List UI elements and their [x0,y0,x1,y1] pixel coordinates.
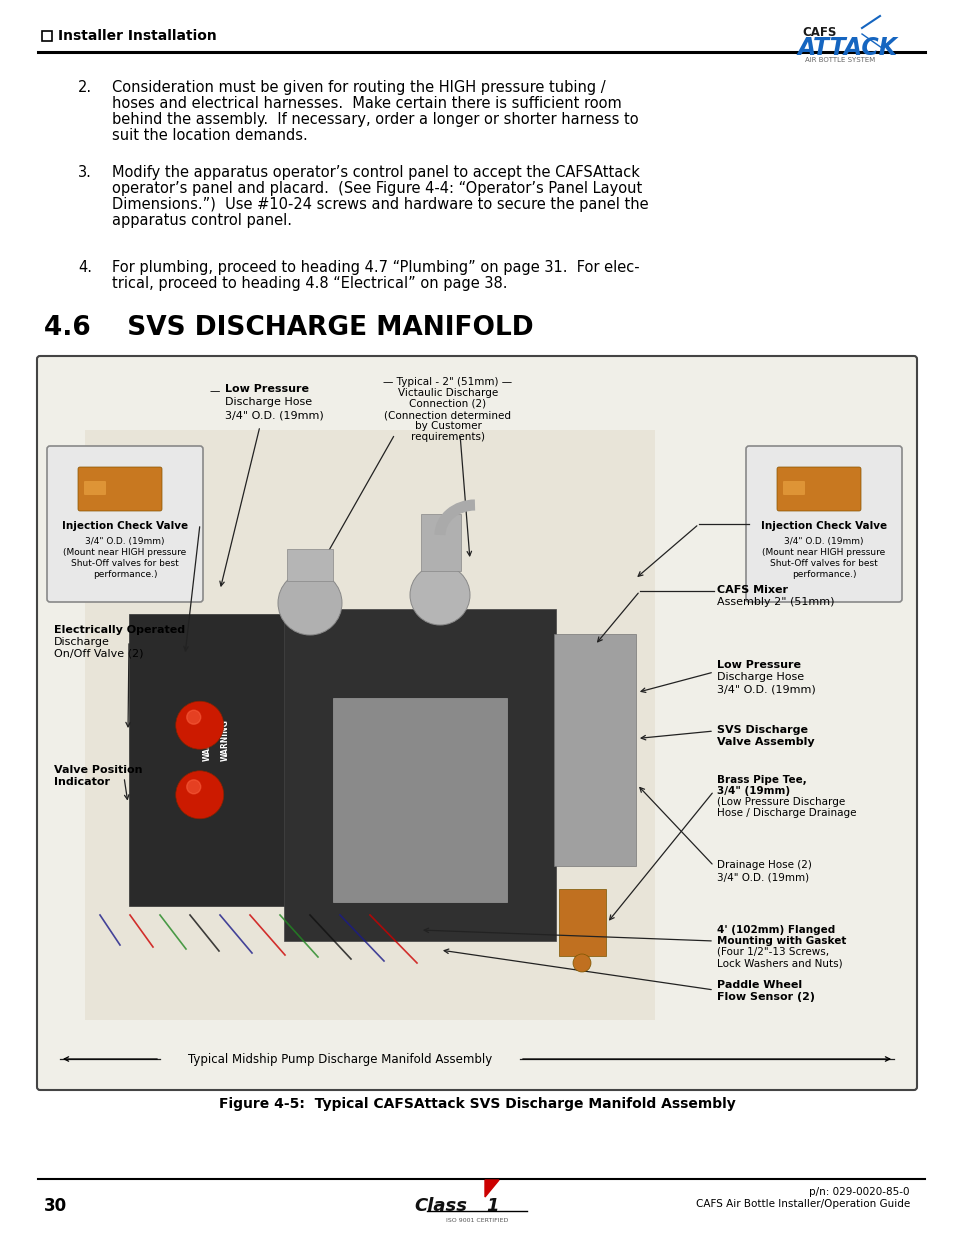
Text: 3/4" O.D. (19mm): 3/4" O.D. (19mm) [717,684,815,694]
Text: trical, proceed to heading 4.8 “Electrical” on page 38.: trical, proceed to heading 4.8 “Electric… [112,275,507,291]
Text: 3.: 3. [78,165,91,180]
Text: CAFS Mixer: CAFS Mixer [717,585,787,595]
Text: Flow Sensor (2): Flow Sensor (2) [717,992,814,1002]
FancyBboxPatch shape [776,467,861,511]
Text: Consideration must be given for routing the HIGH pressure tubing /: Consideration must be given for routing … [112,80,605,95]
Circle shape [175,701,224,750]
FancyBboxPatch shape [558,889,605,956]
Text: Drainage Hose (2): Drainage Hose (2) [717,860,811,869]
Text: Class: Class [414,1197,467,1215]
Circle shape [187,779,200,794]
FancyBboxPatch shape [42,31,52,41]
Text: Discharge: Discharge [54,637,110,647]
Circle shape [573,953,590,972]
Text: Victaulic Discharge: Victaulic Discharge [397,388,497,398]
Text: 3/4" O.D. (19mm): 3/4" O.D. (19mm) [225,410,323,420]
FancyBboxPatch shape [37,356,916,1091]
Text: 2.: 2. [78,80,92,95]
Circle shape [277,571,341,635]
Text: AIR BOTTLE SYSTEM: AIR BOTTLE SYSTEM [804,57,874,63]
Text: Injection Check Valve: Injection Check Valve [62,521,188,531]
Text: performance.): performance.) [92,571,157,579]
FancyBboxPatch shape [78,467,162,511]
Text: Indicator: Indicator [54,777,110,787]
FancyBboxPatch shape [47,446,203,601]
Text: (Connection determined: (Connection determined [384,410,511,420]
FancyBboxPatch shape [287,550,333,580]
FancyBboxPatch shape [745,446,901,601]
Text: behind the assembly.  If necessary, order a longer or shorter harness to: behind the assembly. If necessary, order… [112,112,638,127]
Text: 4' (102mm) Flanged: 4' (102mm) Flanged [717,925,835,935]
Text: 4.6    SVS DISCHARGE MANIFOLD: 4.6 SVS DISCHARGE MANIFOLD [44,315,533,341]
Text: suit the location demands.: suit the location demands. [112,128,308,143]
Text: Low Pressure: Low Pressure [717,659,801,671]
Text: Connection (2): Connection (2) [409,399,486,409]
Text: Electrically Operated: Electrically Operated [54,625,185,635]
Text: Hose / Discharge Drainage: Hose / Discharge Drainage [717,808,856,818]
Circle shape [175,771,224,819]
Text: 3/4" O.D. (19mm): 3/4" O.D. (19mm) [783,537,862,546]
Text: Assembly 2" (51mm): Assembly 2" (51mm) [717,597,834,606]
Circle shape [410,564,470,625]
Text: CAFS Air Bottle Installer/Operation Guide: CAFS Air Bottle Installer/Operation Guid… [695,1199,909,1209]
Text: (Mount near HIGH pressure: (Mount near HIGH pressure [63,548,187,557]
Text: SVS Discharge: SVS Discharge [717,725,807,735]
Text: For plumbing, proceed to heading 4.7 “Plumbing” on page 31.  For elec-: For plumbing, proceed to heading 4.7 “Pl… [112,261,639,275]
FancyBboxPatch shape [333,698,506,902]
Text: Discharge Hose: Discharge Hose [717,672,803,682]
FancyBboxPatch shape [782,480,804,495]
FancyBboxPatch shape [554,634,636,866]
Text: Brass Pipe Tee,: Brass Pipe Tee, [717,776,806,785]
Text: (Four 1/2"-13 Screws,: (Four 1/2"-13 Screws, [717,947,828,957]
Text: 1: 1 [485,1197,497,1215]
Text: Valve Assembly: Valve Assembly [717,737,814,747]
Text: Valve Position: Valve Position [54,764,142,776]
Text: Mounting with Gasket: Mounting with Gasket [717,936,845,946]
FancyBboxPatch shape [129,614,286,906]
Text: (Mount near HIGH pressure: (Mount near HIGH pressure [761,548,884,557]
Text: CAFS: CAFS [801,26,836,38]
Text: WARNING: WARNING [220,719,230,761]
Text: 4.: 4. [78,261,91,275]
Text: Installer Installation: Installer Installation [58,28,216,43]
Text: Dimensions.”)  Use #10-24 screws and hardware to secure the panel the: Dimensions.”) Use #10-24 screws and hard… [112,198,648,212]
Text: apparatus control panel.: apparatus control panel. [112,212,292,228]
FancyBboxPatch shape [420,514,460,571]
Text: hoses and electrical harnesses.  Make certain there is sufficient room: hoses and electrical harnesses. Make cer… [112,96,621,111]
Text: — Typical - 2" (51mm) —: — Typical - 2" (51mm) — [383,377,512,387]
Text: Low Pressure: Low Pressure [225,384,309,394]
Text: requirements): requirements) [411,432,484,442]
Text: Lock Washers and Nuts): Lock Washers and Nuts) [717,958,841,968]
Text: 30: 30 [44,1197,67,1215]
Text: Discharge Hose: Discharge Hose [225,396,312,408]
Text: Figure 4-5:  Typical CAFSAttack SVS Discharge Manifold Assembly: Figure 4-5: Typical CAFSAttack SVS Disch… [218,1097,735,1112]
Text: ISO 9001 CERTIFIED: ISO 9001 CERTIFIED [445,1218,508,1223]
Bar [85,430,655,1020]
Text: —: — [210,387,220,396]
Polygon shape [484,1179,498,1197]
Circle shape [187,710,200,724]
Text: Shut-Off valves for best: Shut-Off valves for best [71,559,179,568]
Text: (Low Pressure Discharge: (Low Pressure Discharge [717,797,844,806]
Text: operator’s panel and placard.  (See Figure 4-4: “Operator’s Panel Layout: operator’s panel and placard. (See Figur… [112,182,641,196]
Text: performance.): performance.) [791,571,856,579]
Text: Typical Midship Pump Discharge Manifold Assembly: Typical Midship Pump Discharge Manifold … [188,1052,492,1066]
Text: 3/4" O.D. (19mm): 3/4" O.D. (19mm) [717,872,808,882]
Text: 3/4" (19mm): 3/4" (19mm) [717,785,789,797]
Text: 3/4" O.D. (19mm): 3/4" O.D. (19mm) [85,537,165,546]
Text: by Customer: by Customer [415,421,481,431]
Text: Shut-Off valves for best: Shut-Off valves for best [769,559,877,568]
Text: WARNING: WARNING [202,719,212,761]
Text: Modify the apparatus operator’s control panel to accept the CAFSAttack: Modify the apparatus operator’s control … [112,165,639,180]
FancyBboxPatch shape [284,609,556,941]
Text: ATTACK: ATTACK [797,36,897,61]
FancyBboxPatch shape [84,480,106,495]
Text: Injection Check Valve: Injection Check Valve [760,521,886,531]
Text: p/n: 029-0020-85-0: p/n: 029-0020-85-0 [809,1187,909,1197]
Text: Paddle Wheel: Paddle Wheel [717,981,801,990]
Text: On/Off Valve (2): On/Off Valve (2) [54,650,143,659]
